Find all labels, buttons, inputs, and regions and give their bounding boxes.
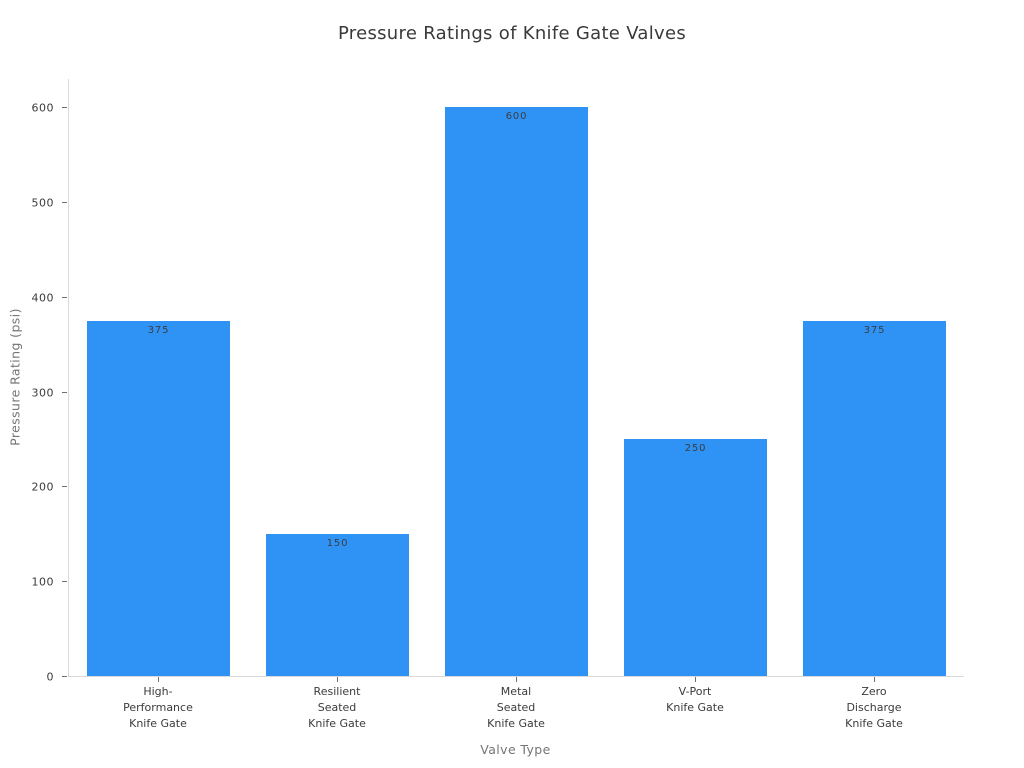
y-tick-mark xyxy=(62,581,67,582)
y-tick-mark xyxy=(62,297,67,298)
bar-value-label: 375 xyxy=(863,325,886,336)
x-tick-label: Resilient Seated Knife Gate xyxy=(308,685,366,730)
x-tick-label: High- Performance Knife Gate xyxy=(123,685,193,730)
y-axis-title: Pressure Rating (psi) xyxy=(7,308,23,446)
bar-value-label: 150 xyxy=(326,538,349,549)
y-tick-label: 0 xyxy=(46,670,54,683)
y-tick-label: 300 xyxy=(31,386,54,399)
bar: 250 xyxy=(624,439,767,676)
x-tick-mark xyxy=(337,677,338,682)
y-tick-mark xyxy=(62,392,67,393)
y-tick-label: 500 xyxy=(31,196,54,209)
bar: 600 xyxy=(445,107,588,676)
bar: 375 xyxy=(803,321,946,676)
x-tick-mark xyxy=(695,677,696,682)
x-tick-label: Zero Discharge Knife Gate xyxy=(845,685,903,730)
x-axis-title: Valve Type xyxy=(480,742,551,757)
bar-value-label: 250 xyxy=(684,443,707,454)
bar-value-label: 375 xyxy=(147,325,170,336)
y-tick-label: 400 xyxy=(31,291,54,304)
x-tick-label: V-Port Knife Gate xyxy=(666,685,724,714)
y-tick-mark xyxy=(62,202,67,203)
bar: 150 xyxy=(266,534,409,676)
y-tick-mark xyxy=(62,676,67,677)
bar: 375 xyxy=(87,321,230,676)
y-tick-mark xyxy=(62,486,67,487)
y-tick-label: 600 xyxy=(31,101,54,114)
plot-area: 375 150 600 250 375 xyxy=(68,79,964,677)
bar-value-label: 600 xyxy=(505,111,528,122)
x-tick-label: Metal Seated Knife Gate xyxy=(487,685,545,730)
y-tick-mark xyxy=(62,107,67,108)
x-tick-mark xyxy=(158,677,159,682)
x-tick-mark xyxy=(516,677,517,682)
x-tick-mark xyxy=(874,677,875,682)
chart-title: Pressure Ratings of Knife Gate Valves xyxy=(337,23,687,44)
y-tick-label: 200 xyxy=(31,480,54,493)
y-tick-label: 100 xyxy=(31,575,54,588)
